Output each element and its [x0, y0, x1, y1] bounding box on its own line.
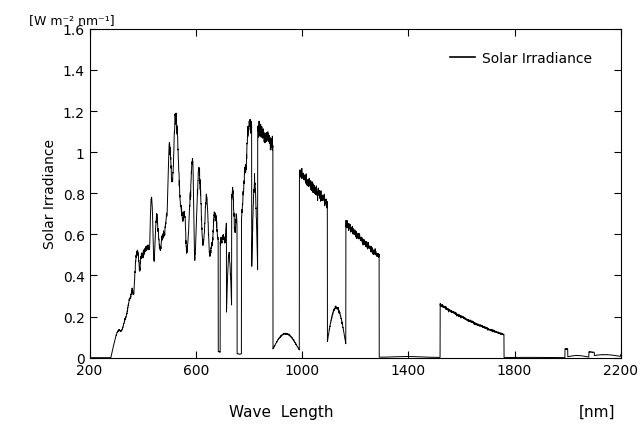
- Legend: Solar Irradiance: Solar Irradiance: [445, 46, 598, 72]
- Text: Wave  Length: Wave Length: [228, 404, 333, 419]
- Y-axis label: Solar Irradiance: Solar Irradiance: [43, 139, 57, 249]
- Text: [W m⁻² nm⁻¹]: [W m⁻² nm⁻¹]: [29, 14, 114, 26]
- Text: [nm]: [nm]: [579, 404, 616, 419]
